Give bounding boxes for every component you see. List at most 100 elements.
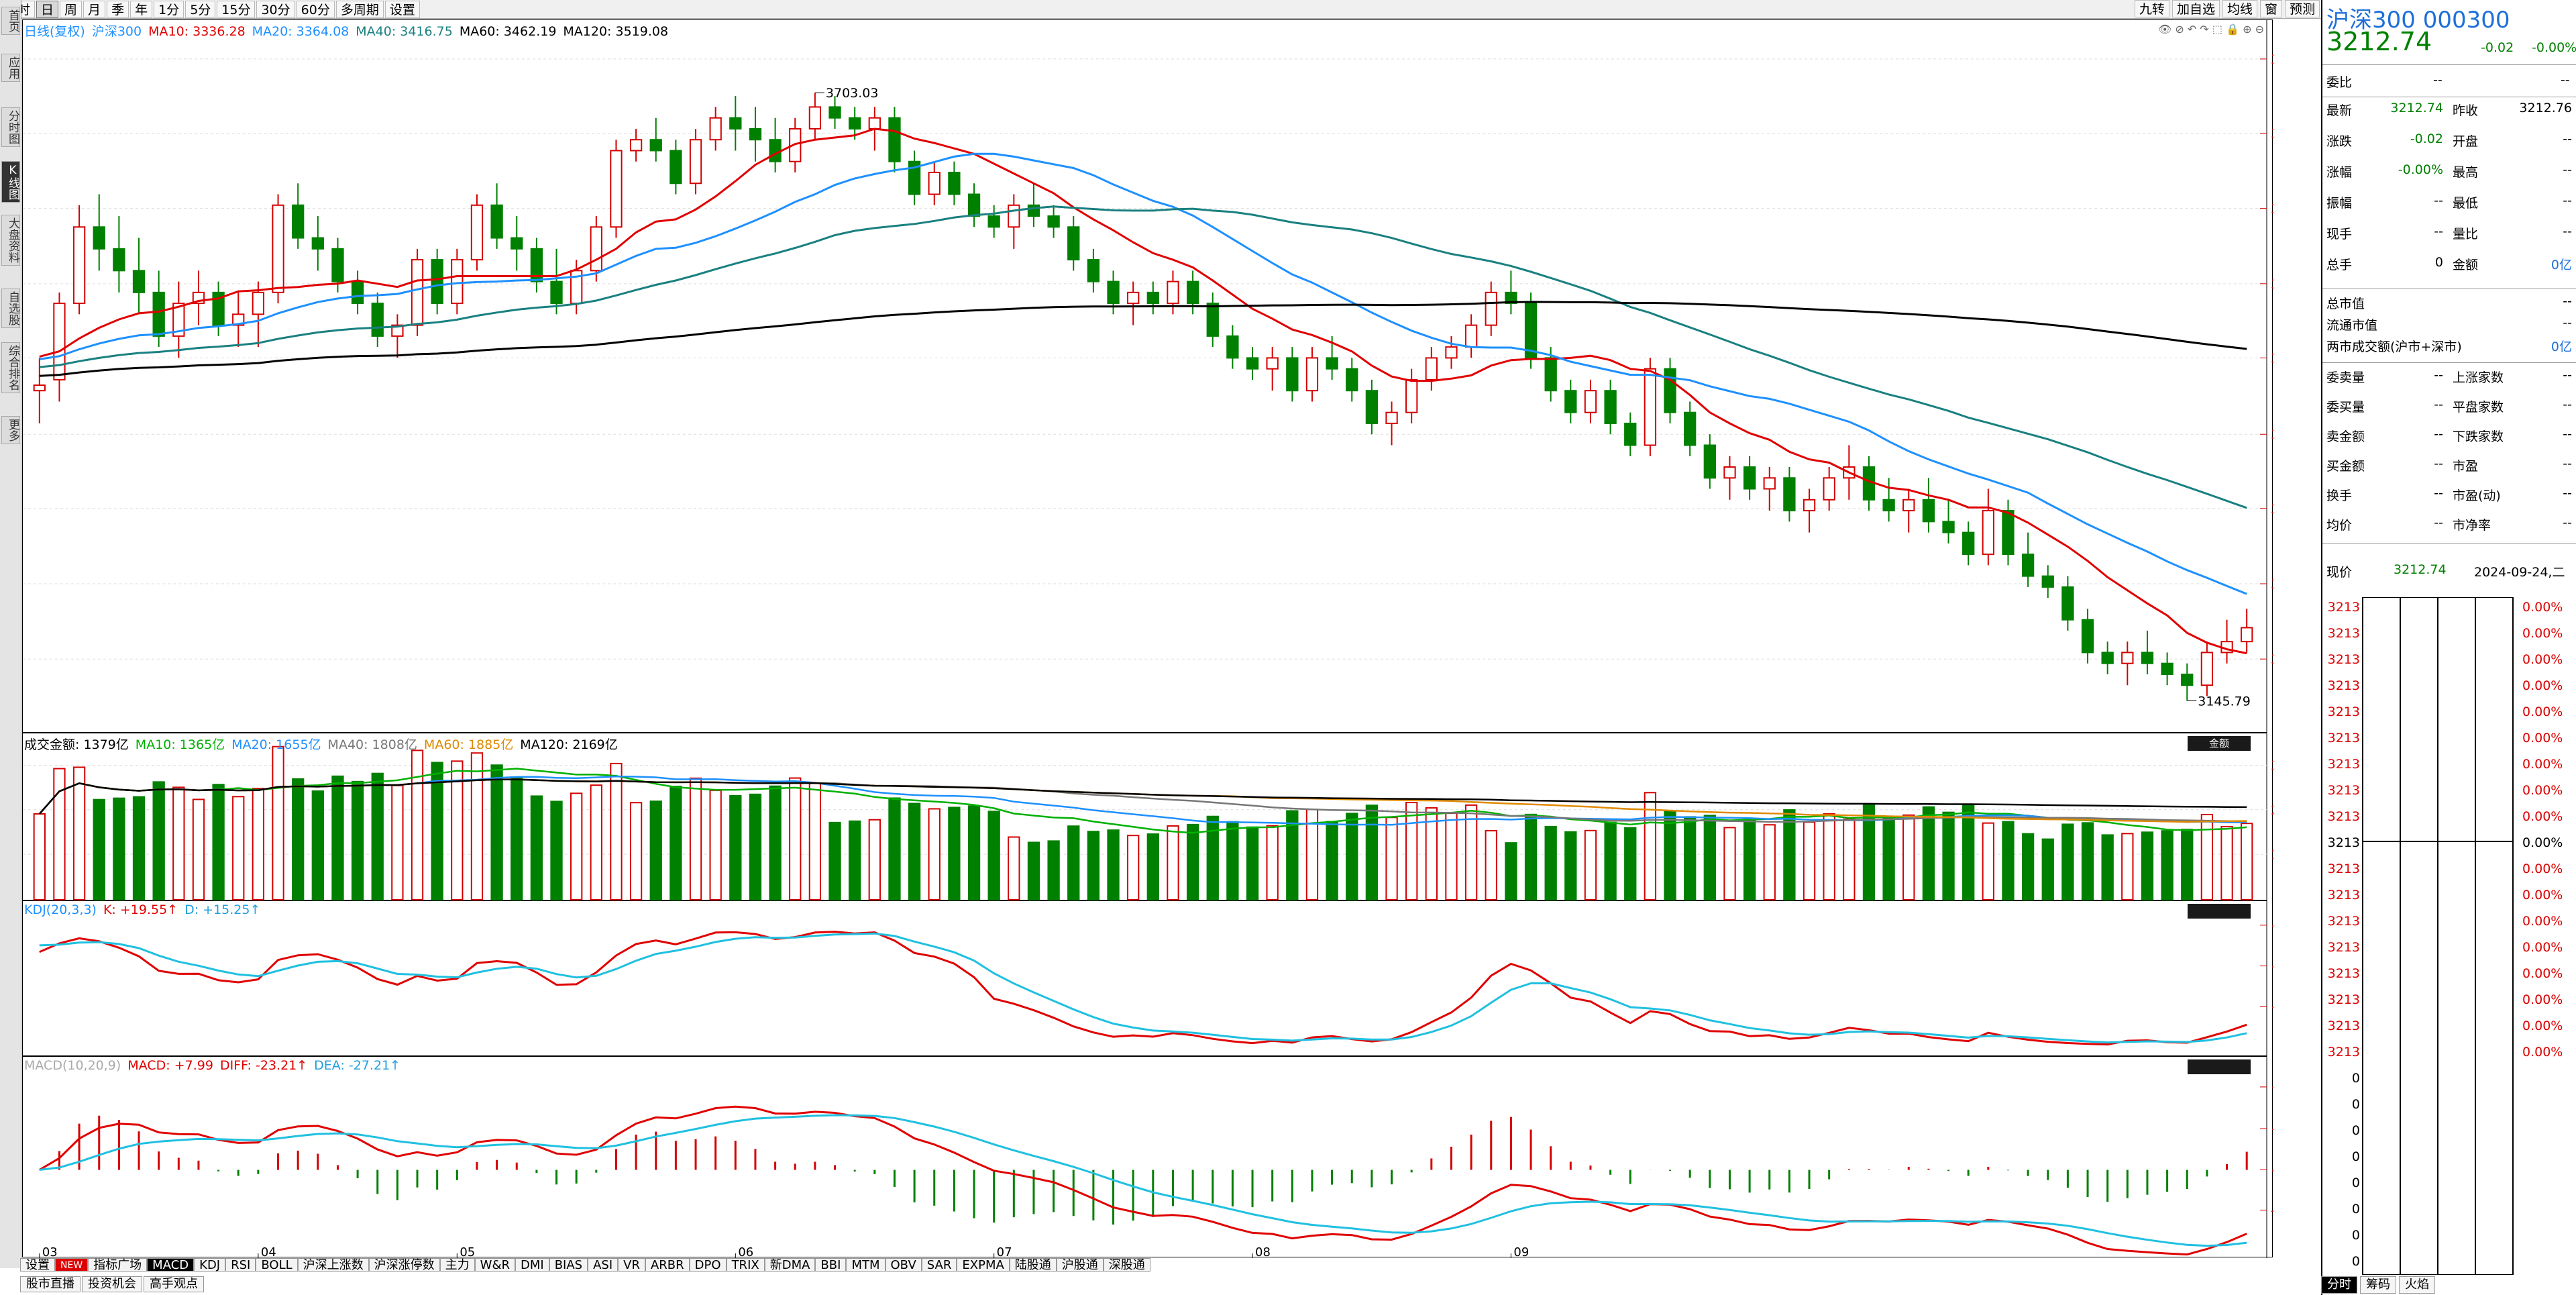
tool-button-1[interactable]: 加自选 [2171,0,2220,17]
indicator-tab-25[interactable]: 沪股通 [1056,1258,1104,1272]
tool-button-3[interactable]: 窗 [2259,0,2282,17]
indicator-tab-13[interactable]: ASI [588,1258,619,1272]
kdj-settings-button[interactable] [2188,904,2251,919]
indicator-tab-16[interactable]: DPO [689,1258,727,1272]
indicator-tab-14[interactable]: VR [618,1258,645,1272]
indicator-tab-21[interactable]: OBV [885,1258,922,1272]
left-nav-2[interactable]: 分时图 [1,107,20,147]
tool-button-0[interactable]: 九转 [2134,0,2169,17]
macd-settings-button[interactable] [2188,1059,2251,1074]
indicator-tab-19[interactable]: BBI [815,1258,847,1272]
indicator-tab-0[interactable]: 设置 [20,1258,55,1272]
indicator-tab-12[interactable]: BIAS [549,1258,588,1272]
chart-tool-icons[interactable]: 👁 ⊘ ↶ ↷ ⬚ 🔒 ⊕ ⊖ [2158,23,2264,36]
indicator-tab-15[interactable]: ARBR [645,1258,690,1272]
indicator-tab-4[interactable]: KDJ [194,1258,226,1272]
indicator-tab-24[interactable]: 陆股通 [1009,1258,1057,1272]
indicator-tab-26[interactable]: 深股通 [1103,1258,1150,1272]
period-tab-2[interactable]: 周 [60,0,83,18]
indicator-tab-6[interactable]: BOLL [256,1258,298,1272]
stat-label2-0: 上涨家数 [2453,370,2504,385]
tick-price-15: 3213 [2327,992,2360,1007]
indicator-tab-3[interactable]: MACD [147,1258,195,1272]
volume-bar-87 [1763,824,1776,900]
tick-price-22: 0 [2351,1176,2360,1190]
period-tab-3[interactable]: 月 [83,0,106,18]
indicator-tab-7[interactable]: 沪深上涨数 [297,1258,369,1272]
period-tab-11[interactable]: 多周期 [335,0,384,18]
status-tab-0[interactable]: 股市直播 [20,1276,80,1292]
left-nav-6[interactable]: 综合排名 [1,342,20,393]
indicator-tab-20[interactable]: MTM [846,1258,885,1272]
indicator-tab-1[interactable]: NEW [55,1258,89,1272]
month-label-6: 09 [1513,1245,1529,1258]
left-nav-5[interactable]: 自选股 [1,289,20,328]
left-nav-0[interactable]: 首页 [1,7,20,35]
right-tab-0[interactable]: 分时 [2321,1276,2357,1294]
volume-bar-10 [232,796,245,901]
now-label: 现价 [2326,565,2353,580]
right-tab-1[interactable]: 筹码 [2360,1276,2396,1294]
indicator-tab-8[interactable]: 沪深涨停数 [368,1258,440,1272]
indicator-tab-2[interactable]: 指标广场 [88,1258,148,1272]
period-tab-4[interactable]: 季 [107,0,129,18]
tick-pct-17: 0.00% [2522,1045,2563,1059]
tick-pct-4: 0.00% [2522,705,2563,719]
indicator-tab-23[interactable]: EXPMA [957,1258,1010,1272]
volume-bar-21 [451,760,464,900]
right-tab-2[interactable]: 火焰 [2399,1276,2435,1294]
price-axis-label-8: 3184 [2271,652,2273,667]
left-nav-3[interactable]: K线图 [1,161,20,203]
indicator-tab-22[interactable]: SAR [921,1258,957,1272]
indicator-tab-18[interactable]: 新DMA [764,1258,816,1272]
candle-body-6 [152,291,165,337]
vol-type-button[interactable]: 金额 [2188,736,2251,751]
candle-body-95 [1922,499,1935,523]
candle-body-61 [1246,357,1259,370]
volume-bar-50 [1027,841,1040,901]
left-nav-1[interactable]: 应用 [1,54,20,82]
vol-legend-amount: 成交金额: 1379亿 [24,737,129,752]
tick-price-7: 3213 [2327,783,2360,798]
price-axis-label-1: 3666 [2271,126,2273,141]
candle-body-68 [1385,411,1398,424]
indicator-tab-17[interactable]: TRIX [726,1258,765,1272]
period-tab-12[interactable]: 设置 [384,0,420,18]
month-label-4: 07 [997,1245,1012,1258]
volume-bar-59 [1206,815,1219,900]
left-nav-4[interactable]: 大盘资料 [1,215,20,266]
indicator-tab-9[interactable]: 主力 [439,1258,475,1272]
stat-value-5: -- [2434,515,2443,530]
candle-body-30 [629,139,643,152]
vol-legend-ma10: MA10: 1365亿 [135,737,225,752]
period-tab-5[interactable]: 年 [130,0,153,18]
macd-axis-label-1: +22.76 [2271,1122,2273,1137]
period-tab-6[interactable]: 1分 [154,0,184,18]
kline-chart[interactable]: 日线(复权) 沪深300 MA10: 3336.28 MA20: 3364.08 MA4… [22,19,2273,1258]
period-tab-9[interactable]: 30分 [256,0,295,18]
status-tabs: 股市直播 投资机会 高手观点 [20,1276,205,1292]
left-nav-7[interactable]: 更多 [1,416,20,444]
indicator-tab-10[interactable]: W&R [474,1258,515,1272]
volume-bar-47 [967,805,981,900]
status-tab-2[interactable]: 高手观点 [144,1276,204,1292]
tool-button-2[interactable]: 均线 [2222,0,2257,17]
candle-body-63 [1286,357,1299,392]
period-tab-10[interactable]: 60分 [296,0,335,18]
tool-button-4[interactable]: 预测 [2284,0,2320,17]
stat-value-3: -- [2434,456,2443,471]
status-tab-1[interactable]: 投资机会 [82,1276,142,1292]
period-tab-8[interactable]: 15分 [217,0,256,18]
candle-body-4 [113,248,125,272]
candle-body-9 [212,291,225,326]
tick-price-12: 3213 [2327,914,2360,929]
cap-value-2: 0亿 [2551,340,2572,354]
period-tab-1[interactable]: 日 [36,0,59,18]
tick-price-21: 0 [2351,1149,2360,1164]
candle-body-80 [1624,422,1637,446]
candle-body-28 [590,226,602,272]
period-tab-7[interactable]: 5分 [185,0,216,18]
indicator-tab-11[interactable]: DMI [515,1258,549,1272]
indicator-tab-5[interactable]: RSI [225,1258,256,1272]
volume-bar-61 [1246,826,1259,901]
